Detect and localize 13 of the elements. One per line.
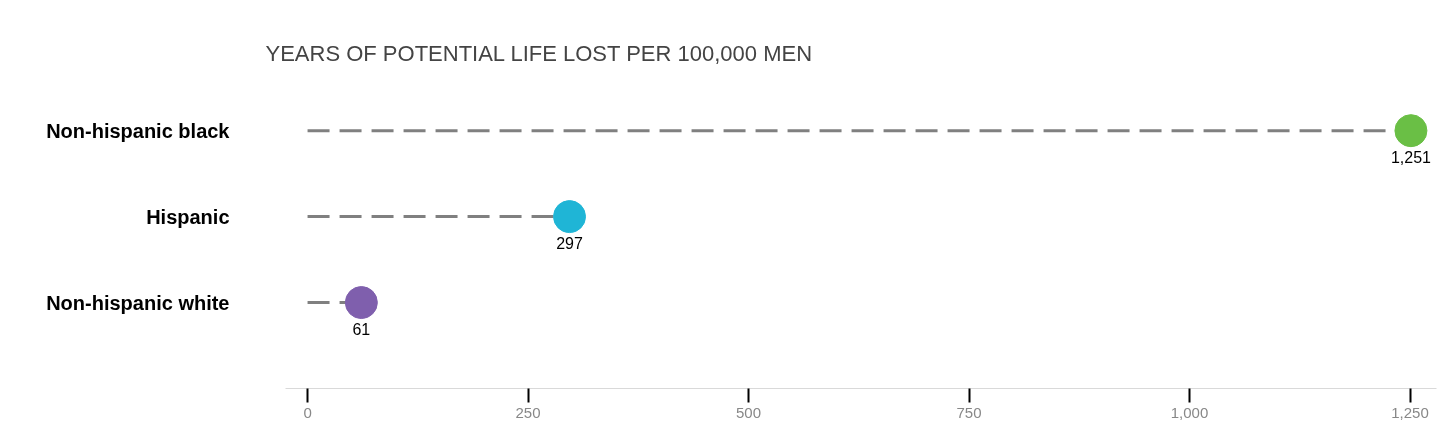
x-tick-label: 0	[303, 403, 312, 421]
chart-title: YEARS OF POTENTIAL LIFE LOST PER 100,000 MEN	[265, 40, 813, 66]
data-label: 297	[556, 234, 583, 252]
x-tick-label: 750	[956, 403, 982, 421]
x-tick-label: 1,250	[1391, 403, 1429, 421]
data-label: 1,251	[1390, 148, 1432, 166]
x-tick-label: 1,000	[1170, 403, 1209, 421]
x-tick-label: 500	[736, 403, 762, 421]
y-tick-label: Non-hispanic black	[46, 119, 231, 142]
x-tick-label: 250	[515, 403, 541, 421]
data-label: 61	[352, 320, 371, 338]
y-tick-label: Non-hispanic white	[46, 291, 230, 314]
y-tick-label: Hispanic	[146, 205, 230, 228]
